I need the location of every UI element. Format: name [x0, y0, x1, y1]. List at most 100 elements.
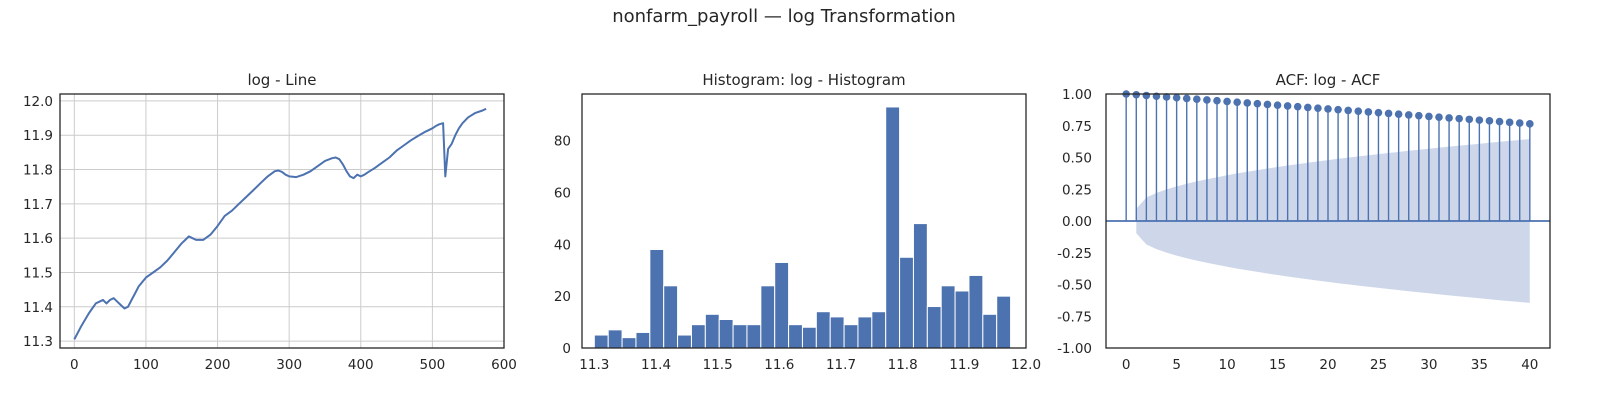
histogram-bar — [788, 324, 803, 349]
acf-marker — [1526, 120, 1534, 128]
histogram-bars — [593, 106, 1012, 349]
acf-marker — [1293, 102, 1302, 111]
acf-marker — [1304, 103, 1312, 112]
acf-y-tick-label: 0.50 — [1062, 151, 1092, 167]
acf-marker — [1425, 112, 1433, 121]
histogram-bar — [815, 311, 831, 349]
acf-x-tick-label: 30 — [1420, 357, 1437, 373]
histogram-bar — [621, 337, 637, 349]
histogram-panel-title: Histogram: log - Histogram — [702, 71, 905, 89]
histogram-x-tick-label: 11.4 — [641, 357, 671, 373]
acf-panel-frame — [1105, 93, 1551, 349]
histogram-x-tick-label: 11.6 — [764, 357, 794, 373]
histogram-y-tick-label: 60 — [554, 185, 571, 201]
acf-marker — [1374, 108, 1383, 117]
histogram-bar — [690, 324, 706, 349]
line-y-tick-label: 11.5 — [23, 265, 53, 281]
histogram-x-tick-label: 12.0 — [1011, 357, 1041, 373]
acf-y-tick-label: 0.75 — [1062, 119, 1092, 135]
histogram-y-tick-label: 40 — [554, 237, 571, 253]
line-y-tick-label: 11.8 — [23, 163, 53, 179]
histogram-bar — [677, 334, 692, 349]
acf-marker — [1485, 117, 1494, 125]
histogram-bar — [871, 311, 887, 349]
histogram-x-tick-label: 11.8 — [888, 357, 918, 373]
line-y-tick-label: 11.3 — [23, 334, 53, 350]
acf-marker — [1253, 99, 1262, 108]
histogram-bar — [843, 324, 859, 349]
acf-x-tick-label: 10 — [1218, 357, 1235, 373]
acf-marker — [1324, 105, 1332, 113]
acf-x-tick-label: 5 — [1172, 357, 1181, 373]
histogram-bar — [857, 316, 873, 349]
line-series-path — [73, 107, 487, 340]
histogram-bar — [885, 106, 901, 349]
acf-marker — [1243, 99, 1252, 107]
line-x-tick-label: 300 — [276, 357, 302, 373]
histogram-bar — [801, 326, 817, 349]
acf-marker — [1273, 101, 1282, 109]
histogram-x-tick-label: 11.9 — [949, 357, 979, 373]
acf-marker — [1162, 93, 1171, 101]
acf-y-tick-label: -1.00 — [1057, 341, 1092, 357]
histogram-bar — [954, 290, 970, 349]
acf-marker — [1344, 106, 1352, 115]
histogram-x-tick-label: 11.5 — [703, 357, 733, 373]
line-x-tick-label: 600 — [491, 357, 517, 373]
acf-marker — [1283, 102, 1292, 110]
acf-y-tick-label: -0.50 — [1057, 278, 1092, 294]
acf-marker — [1384, 109, 1393, 118]
histogram-y-tick-label: 20 — [554, 289, 571, 305]
acf-x-tick-label: 25 — [1370, 357, 1387, 373]
line-x-tick-label: 0 — [70, 357, 79, 373]
acf-marker — [1172, 93, 1181, 102]
acf-marker — [1233, 98, 1241, 107]
acf-marker — [1404, 111, 1413, 119]
acf-marker — [1415, 111, 1423, 120]
histogram-bar — [704, 313, 720, 349]
histogram-bar — [746, 324, 762, 349]
histogram-bar — [649, 249, 665, 349]
line-x-ticks: 0 100 200 300 400 500 600 — [70, 357, 517, 373]
histogram-bar — [996, 295, 1012, 349]
line-y-tick-label: 11.7 — [23, 197, 53, 213]
histogram-bar — [982, 313, 998, 349]
acf-x-ticks: 0 5 10 15 20 25 30 35 40 — [1122, 357, 1539, 373]
acf-marker — [1263, 100, 1272, 109]
acf-marker — [1465, 115, 1474, 124]
line-y-ticks: 11.3 11.4 11.5 11.6 11.7 11.8 11.9 12.0 — [23, 94, 53, 350]
acf-y-ticks: -1.00 -0.75 -0.50 -0.25 0.00 0.25 0.50 0.75 1.00 — [1057, 87, 1092, 357]
line-panel-title: log - Line — [247, 71, 316, 89]
line-x-tick-label: 500 — [419, 357, 445, 373]
line-x-tick-label: 200 — [205, 357, 231, 373]
acf-marker — [1495, 117, 1504, 126]
histogram-bar — [732, 324, 748, 349]
acf-y-tick-label: -0.25 — [1057, 246, 1092, 262]
acf-y-tick-label: 0.00 — [1062, 214, 1092, 230]
line-y-tick-label: 12.0 — [23, 94, 53, 110]
acf-marker — [1132, 90, 1141, 99]
acf-marker — [1455, 114, 1463, 123]
histogram-bar — [899, 256, 914, 349]
acf-panel: ACF: log - ACF 0 5 10 15 20 25 30 35 40 -1.00 -0.… — [1057, 71, 1551, 373]
acf-marker — [1354, 107, 1363, 115]
acf-marker — [1394, 110, 1403, 118]
histogram-panel: Histogram: log - Histogram 11.3 11.4 11.5 1… — [554, 71, 1041, 373]
acf-x-tick-label: 40 — [1521, 357, 1538, 373]
acf-stems — [1106, 90, 1550, 222]
histogram-x-tick-label: 11.3 — [579, 357, 609, 373]
acf-y-tick-label: -0.75 — [1057, 309, 1092, 325]
acf-marker — [1203, 96, 1211, 104]
histogram-bar — [607, 329, 623, 349]
acf-marker — [1213, 96, 1221, 105]
histogram-panel-frame — [581, 93, 1027, 349]
histogram-bar — [635, 331, 651, 349]
histogram-y-tick-label: 80 — [554, 134, 571, 150]
acf-panel-title: ACF: log - ACF — [1276, 71, 1381, 89]
histogram-y-tick-label: 0 — [562, 341, 571, 357]
histogram-bar — [829, 316, 845, 349]
line-grid — [60, 94, 505, 348]
histogram-x-tick-label: 11.7 — [826, 357, 856, 373]
acf-marker — [1314, 104, 1322, 112]
